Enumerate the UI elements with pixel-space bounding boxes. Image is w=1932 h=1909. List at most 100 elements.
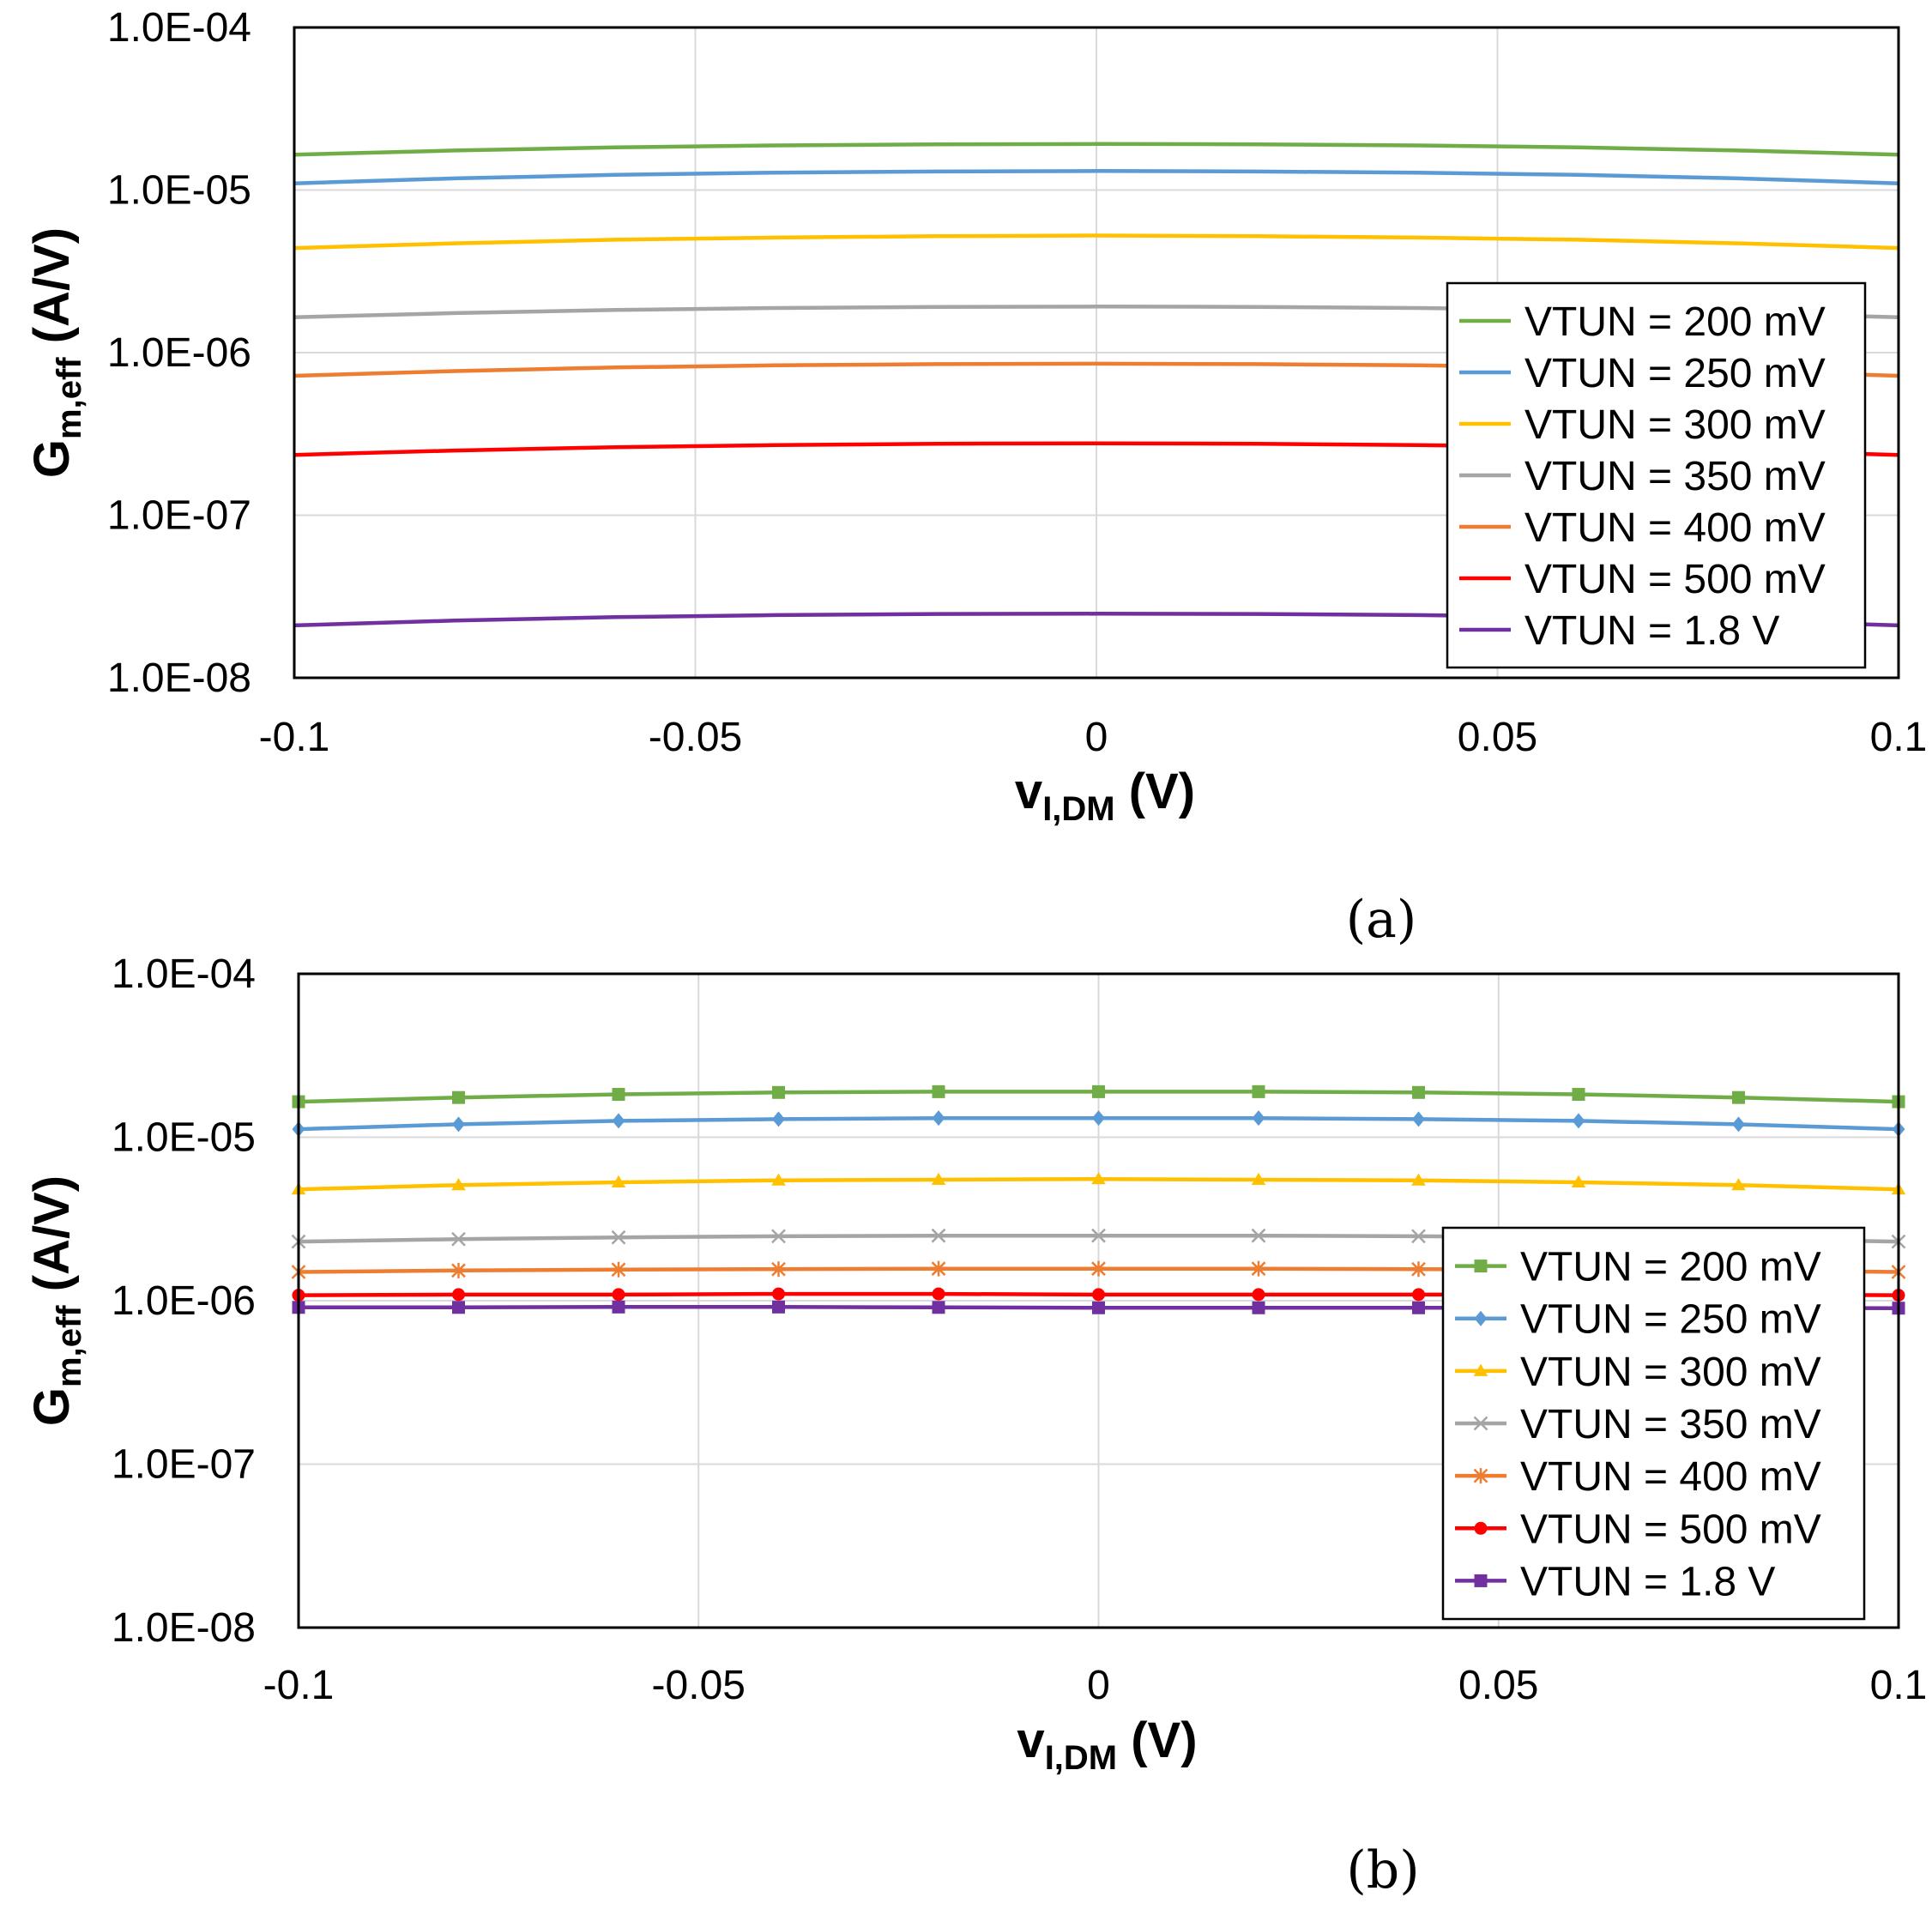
legend-marker [1474,1310,1488,1326]
x-tick-label: -0.1 [263,1663,335,1708]
legend: VTUN = 200 mV VTUN = 250 mV VTUN = 300 mV V… [1441,1226,1866,1621]
legend-label: VTUN = 300 mV [1524,402,1826,448]
legend-label: VTUN = 200 mV [1524,299,1826,345]
legend: VTUN = 200 mV VTUN = 250 mV VTUN = 300 mV V… [1446,281,1867,669]
data-point [1252,1301,1265,1314]
data-point [1412,1111,1425,1127]
x-axis-title-main: v [1015,764,1042,819]
data-point [452,1116,465,1133]
data-point [1412,1301,1425,1314]
data-point [451,1177,466,1191]
x-axis-title-unit: (V) [1115,764,1195,819]
legend-item: VTUN = 400 mV [1459,505,1826,551]
legend-marker [1473,1468,1488,1484]
data-point [1731,1177,1746,1191]
legend-label: VTUN = 250 mV [1524,351,1826,396]
x-tick-label: 0 [1085,715,1108,760]
data-point [1251,1172,1266,1185]
x-axis-title-unit: (V) [1117,1713,1197,1768]
y-axis-title-main: G [24,439,80,478]
data-point [1571,1175,1586,1188]
legend-label: VTUN = 200 mV [1520,1245,1821,1290]
data-point [1091,1228,1106,1243]
panel-label: (b) [1346,1840,1419,1900]
legend-item: VTUN = 500 mV [1455,1507,1821,1552]
data-point [1412,1288,1425,1302]
legend-item: VTUN = 200 mV [1455,1245,1821,1290]
data-point [931,1260,946,1277]
legend-item: VTUN = 200 mV [1459,299,1826,345]
plot-area [297,972,1900,1629]
y-tick-label: 1.0E-04 [107,5,251,51]
legend-item: VTUN = 300 mV [1455,1350,1821,1395]
plot-area [293,26,1900,680]
legend-label: VTUN = 1.8 V [1520,1559,1775,1604]
series-line [293,233,1899,251]
data-point [611,1229,626,1245]
x-tick-label: -0.1 [259,715,330,760]
legend-marker [1474,1574,1488,1587]
data-point [932,1110,945,1127]
y-tick-label: 1.0E-04 [112,951,256,997]
chart-panel-b: -0.1 -0.05 0 0.05 0.1 1.0E-08 1.0E-07 1.0E-06 1.… [24,951,1927,1900]
data-point [452,1090,465,1104]
data-point [451,1231,466,1247]
y-tick-label: 1.0E-05 [112,1115,256,1161]
legend-label: VTUN = 300 mV [1520,1350,1821,1395]
x-tick-label: -0.05 [652,1663,746,1708]
x-tick-label: -0.05 [649,715,742,760]
data-point [932,1084,945,1098]
data-point [611,1175,626,1188]
panel-label: (a) [1346,890,1417,950]
data-point [1732,1116,1745,1133]
data-point [1252,1110,1265,1127]
y-axis-title: Gm,eff (A/V) [24,1175,88,1426]
series-line [293,142,1899,157]
data-point [1412,1085,1425,1099]
series-1 [292,1084,1905,1109]
data-point [612,1288,625,1302]
data-point [451,1262,466,1278]
data-point [452,1288,465,1302]
legend-box [1441,1226,1866,1621]
legend-item: VTUN = 1.8 V [1455,1559,1775,1604]
legend-label: VTUN = 500 mV [1524,557,1826,602]
legend-item: VTUN = 400 mV [1455,1454,1821,1500]
data-point [771,1261,786,1278]
data-point [1411,1229,1426,1244]
data-point [1252,1288,1265,1302]
series-line [293,169,1899,185]
chart-panel-a: -0.1 -0.05 0 0.05 0.1 1.0E-08 1.0E-07 1.0E-06 1.… [24,5,1927,950]
data-point [1092,1110,1105,1127]
data-point [932,1287,945,1301]
x-axis-title-main: v [1017,1713,1044,1768]
data-point [1572,1088,1585,1102]
y-tick-label: 1.0E-08 [107,655,251,701]
legend-box [1446,281,1867,669]
data-point [612,1088,625,1102]
y-axis-title-main: G [24,1387,80,1426]
data-point [1091,1260,1106,1277]
data-point [1411,1173,1426,1186]
data-point [772,1300,785,1314]
data-point [1251,1260,1266,1277]
legend-label: VTUN = 400 mV [1520,1454,1821,1500]
y-tick-label: 1.0E-05 [107,168,251,214]
legend-item: VTUN = 250 mV [1455,1297,1821,1343]
x-tick-label: 0.05 [1458,1663,1538,1708]
y-tick-label: 1.0E-07 [112,1442,256,1488]
data-point [931,1228,946,1243]
y-tick-label: 1.0E-08 [112,1605,256,1651]
x-tick-label: 0.1 [1870,715,1928,760]
x-axis-title: vI,DM (V) [1017,1713,1197,1777]
y-axis-title: Gm,eff (A/V) [24,227,88,478]
y-axis-title-subscript: m,eff [51,357,88,439]
data-point [1252,1084,1265,1098]
x-axis-title: vI,DM (V) [1015,764,1195,828]
data-point [612,1113,625,1129]
legend-marker [1474,1521,1488,1535]
data-point [452,1301,465,1314]
y-axis-title-unit: (A/V) [24,1175,80,1305]
legend-label: VTUN = 350 mV [1520,1402,1821,1447]
series-2 [293,169,1899,185]
